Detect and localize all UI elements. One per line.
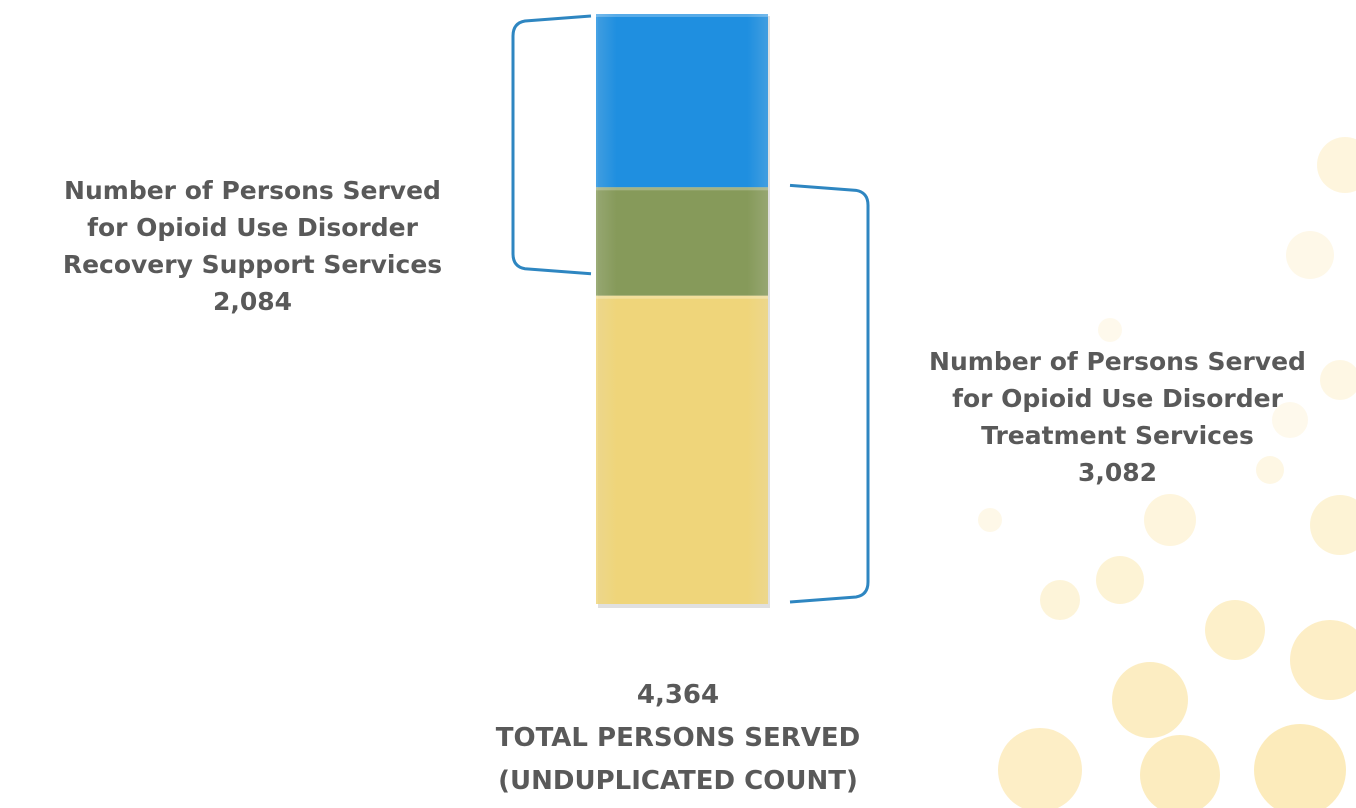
bar-segment-bevel-2 xyxy=(596,187,768,191)
treatment-value-label: 3,082 xyxy=(1077,458,1158,487)
background-dot-8 xyxy=(1040,580,1080,620)
background-dot-1 xyxy=(1317,137,1356,193)
total-caption: TOTAL PERSONS SERVED xyxy=(495,723,861,753)
background-dot-6 xyxy=(1144,494,1196,546)
treatment-bracket xyxy=(789,183,870,604)
background-dot-10 xyxy=(1290,620,1356,700)
background-dot-12 xyxy=(998,728,1082,808)
background-dot-3 xyxy=(1098,318,1122,342)
background-dot-17 xyxy=(1320,360,1356,400)
recovery-label-line-3: Recovery Support Services xyxy=(62,250,443,279)
total-value: 4,364 xyxy=(636,680,720,710)
treatment-services-label: Number of Persons Served for Opioid Use … xyxy=(865,343,1356,491)
recovery-value-label: 2,084 xyxy=(212,287,293,316)
background-dot-5 xyxy=(978,508,1002,532)
total-label: 4,364 TOTAL PERSONS SERVED (UNDUPLICATED… xyxy=(378,674,978,803)
recovery-support-label: Number of Persons Served for Opioid Use … xyxy=(0,172,505,320)
bar-segment-1 xyxy=(596,14,768,188)
background-dot-13 xyxy=(1140,735,1220,808)
bar-segment-bevel-3 xyxy=(596,295,768,299)
recovery-label-line-2: for Opioid Use Disorder xyxy=(87,213,418,242)
treatment-label-line-3: Treatment Services xyxy=(981,421,1254,450)
bar-segment-3 xyxy=(596,295,768,604)
bar-segment-bevel-1 xyxy=(596,14,768,17)
background-dot-14 xyxy=(1254,724,1346,808)
background-dot-7 xyxy=(1310,495,1356,555)
total-subcaption: (UNDUPLICATED COUNT) xyxy=(498,766,858,796)
background-dot-2 xyxy=(1286,231,1334,279)
background-dot-4 xyxy=(1272,402,1308,438)
background-dot-16 xyxy=(1256,456,1284,484)
recovery-label-line-1: Number of Persons Served xyxy=(64,176,441,205)
treatment-label-line-2: for Opioid Use Disorder xyxy=(952,384,1283,413)
background-dot-11 xyxy=(1112,662,1188,738)
treatment-label-line-1: Number of Persons Served xyxy=(929,347,1306,376)
recovery-bracket xyxy=(511,14,592,276)
background-dot-9 xyxy=(1205,600,1265,660)
background-dot-15 xyxy=(1096,556,1144,604)
bar-segment-2 xyxy=(596,187,768,296)
